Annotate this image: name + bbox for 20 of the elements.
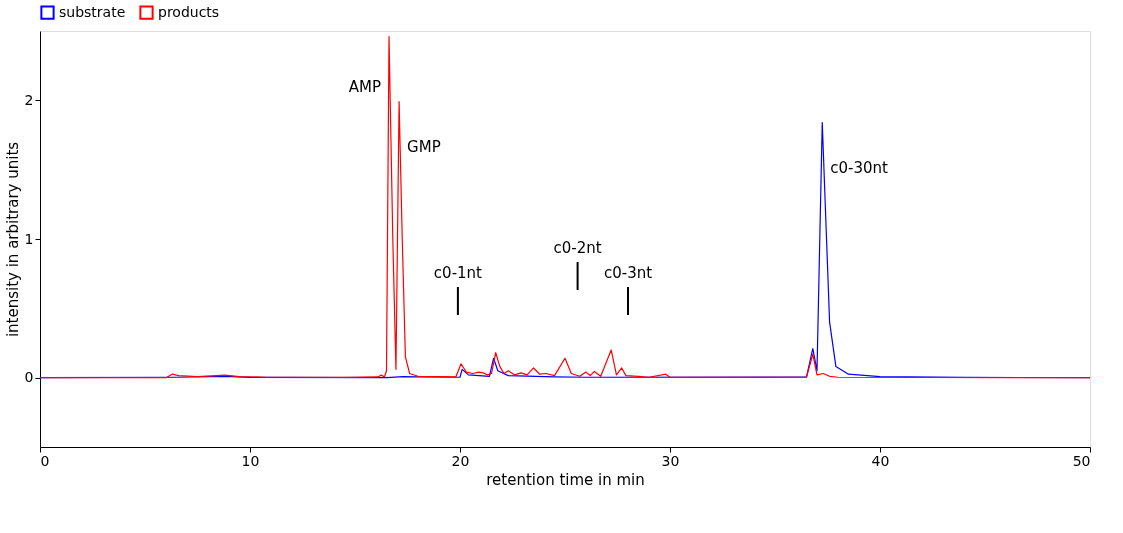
x-tick-label: 30 [661, 452, 680, 469]
x-tick-label: 10 [241, 452, 260, 469]
annotation: c0-2nt [553, 239, 602, 257]
annotation: AMP [348, 77, 382, 96]
annotation: c0-3nt [603, 264, 653, 282]
x-tick-label: 50 [1072, 452, 1091, 469]
annotation: c0-30nt [830, 158, 889, 177]
legend-label: products [158, 3, 220, 20]
x-tick-label: 40 [871, 452, 890, 469]
line-series [39, 35, 1091, 379]
legend-label: substrate [59, 3, 126, 20]
y-axis-title: intensity in arbitrary units [3, 141, 22, 338]
y-tick-label: 1 [24, 230, 34, 247]
y-tick-label: 2 [24, 91, 34, 108]
annotation: GMP [407, 137, 441, 156]
x-axis-title: retention time in min [486, 470, 645, 489]
y-tick-label: 0 [24, 369, 34, 386]
x-tick-label: 20 [451, 452, 470, 469]
x-tick-label: 0 [40, 452, 50, 469]
annotation: c0-1nt [433, 264, 483, 282]
